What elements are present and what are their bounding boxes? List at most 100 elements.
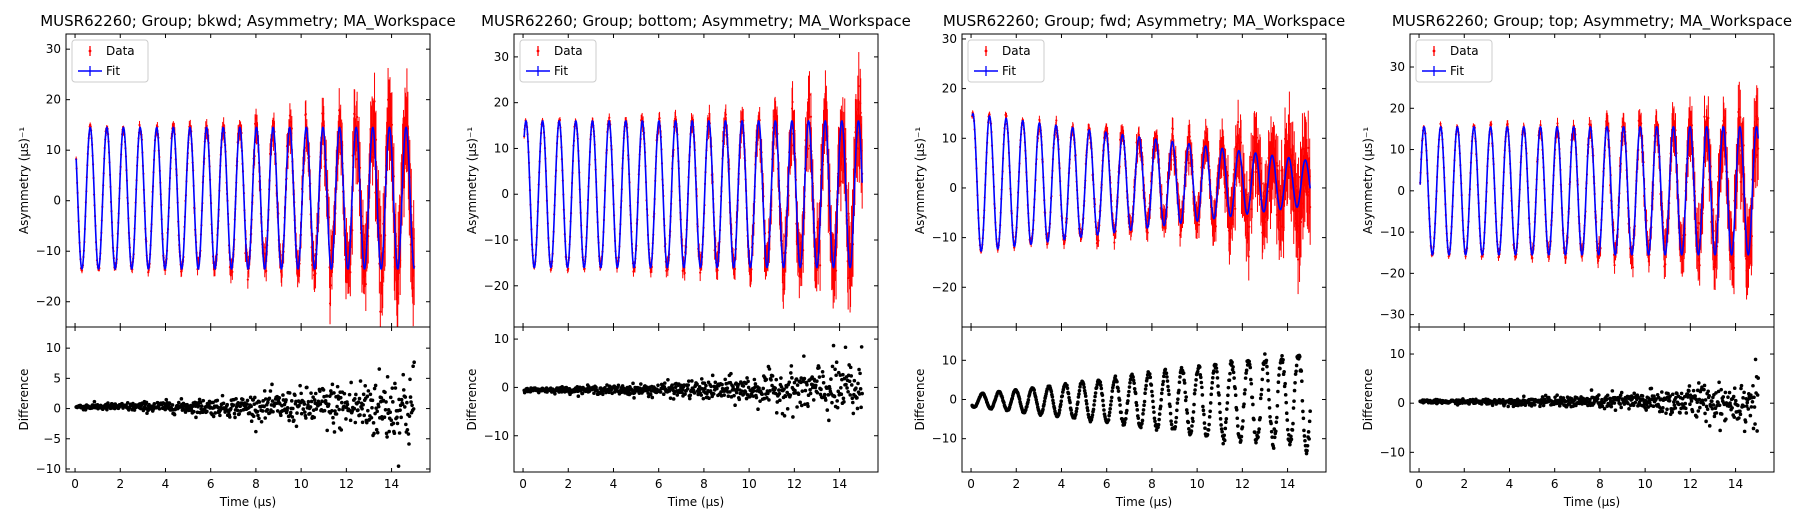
difference-point	[699, 377, 704, 381]
difference-point	[842, 400, 846, 404]
difference-point	[576, 394, 581, 399]
x-tick-label: 6	[655, 477, 663, 491]
difference-point	[788, 393, 793, 398]
difference-point	[733, 403, 737, 408]
difference-point	[662, 381, 667, 385]
difference-point	[601, 392, 605, 397]
difference-point	[281, 393, 285, 397]
difference-point	[354, 392, 358, 397]
difference-point	[284, 398, 288, 402]
legend-label-data: Data	[554, 44, 583, 58]
difference-point	[362, 413, 366, 418]
difference-point	[295, 411, 299, 415]
data-point	[809, 115, 813, 118]
difference-point	[381, 398, 386, 403]
difference-point	[405, 427, 410, 432]
difference-point	[172, 412, 177, 417]
x-tick-label: 4	[162, 477, 170, 491]
difference-point	[687, 396, 692, 401]
difference-point	[835, 399, 839, 403]
difference-point	[656, 383, 660, 388]
difference-point	[580, 391, 585, 396]
difference-point	[746, 379, 750, 384]
data-point	[364, 282, 367, 286]
difference-point	[363, 383, 368, 388]
difference-point	[384, 400, 388, 404]
difference-point	[293, 393, 297, 398]
difference-point	[348, 418, 353, 423]
difference-point	[287, 418, 291, 423]
difference-point	[729, 371, 733, 376]
difference-point	[331, 421, 336, 425]
difference-point	[805, 382, 809, 387]
difference-point	[279, 413, 283, 418]
difference-point	[803, 388, 808, 393]
difference-point	[814, 383, 818, 388]
difference-point	[767, 367, 772, 371]
difference-point	[754, 395, 759, 400]
difference-point	[384, 431, 389, 436]
difference-point	[745, 376, 749, 380]
y-tick-label: −10	[932, 231, 957, 245]
difference-point	[253, 395, 257, 400]
difference-point	[306, 403, 310, 407]
difference-point	[305, 385, 309, 390]
data-point	[674, 115, 677, 118]
difference-point	[830, 400, 834, 405]
difference-point	[285, 406, 290, 410]
difference-point	[347, 392, 352, 397]
y-tick-label: 30	[494, 50, 509, 64]
difference-point	[344, 417, 348, 421]
difference-point	[752, 377, 757, 382]
difference-point	[194, 415, 198, 420]
difference-point	[844, 382, 848, 387]
difference-point	[268, 389, 273, 393]
chart-title: MUSR62260; Group; bottom; Asymmetry; MA_…	[481, 12, 911, 31]
difference-point	[383, 390, 387, 395]
difference-point	[370, 405, 374, 410]
difference-point	[785, 407, 790, 411]
difference-point	[843, 345, 848, 350]
difference-point	[291, 406, 295, 411]
difference-point	[192, 409, 196, 414]
difference-point	[263, 416, 268, 420]
asymmetry-plot-area	[75, 67, 416, 327]
difference-point	[685, 386, 690, 391]
difference-point	[795, 383, 800, 387]
difference-point	[289, 399, 294, 403]
fit-line	[75, 126, 415, 271]
data-point	[683, 271, 686, 275]
difference-point	[145, 411, 149, 416]
data-point	[819, 264, 822, 267]
data-point	[1055, 119, 1058, 122]
difference-point	[408, 395, 413, 399]
difference-point	[297, 403, 301, 408]
x-axis-label: Time (μs)	[667, 495, 724, 509]
difference-point	[232, 411, 237, 416]
difference-point	[690, 379, 694, 383]
legend: Data Fit	[71, 39, 149, 83]
data-point	[205, 124, 208, 127]
difference-point	[802, 354, 806, 358]
difference-point	[339, 428, 344, 432]
difference-point	[270, 399, 275, 403]
difference-plot-area	[522, 343, 864, 423]
difference-point	[834, 373, 838, 378]
difference-point	[406, 432, 411, 436]
x-tick-label: 14	[832, 477, 847, 491]
difference-point	[349, 380, 353, 385]
x-tick-label: 12	[787, 477, 802, 491]
difference-point	[553, 391, 557, 396]
data-point	[724, 113, 727, 116]
difference-point	[815, 390, 820, 395]
difference-point	[848, 393, 852, 397]
x-tick-label: 2	[564, 477, 572, 491]
difference-point	[688, 393, 693, 398]
difference-point	[411, 364, 415, 368]
data-point	[834, 269, 838, 272]
difference-point	[839, 392, 844, 397]
difference-point	[859, 405, 863, 410]
difference-point	[402, 405, 407, 409]
difference-point	[782, 413, 787, 418]
